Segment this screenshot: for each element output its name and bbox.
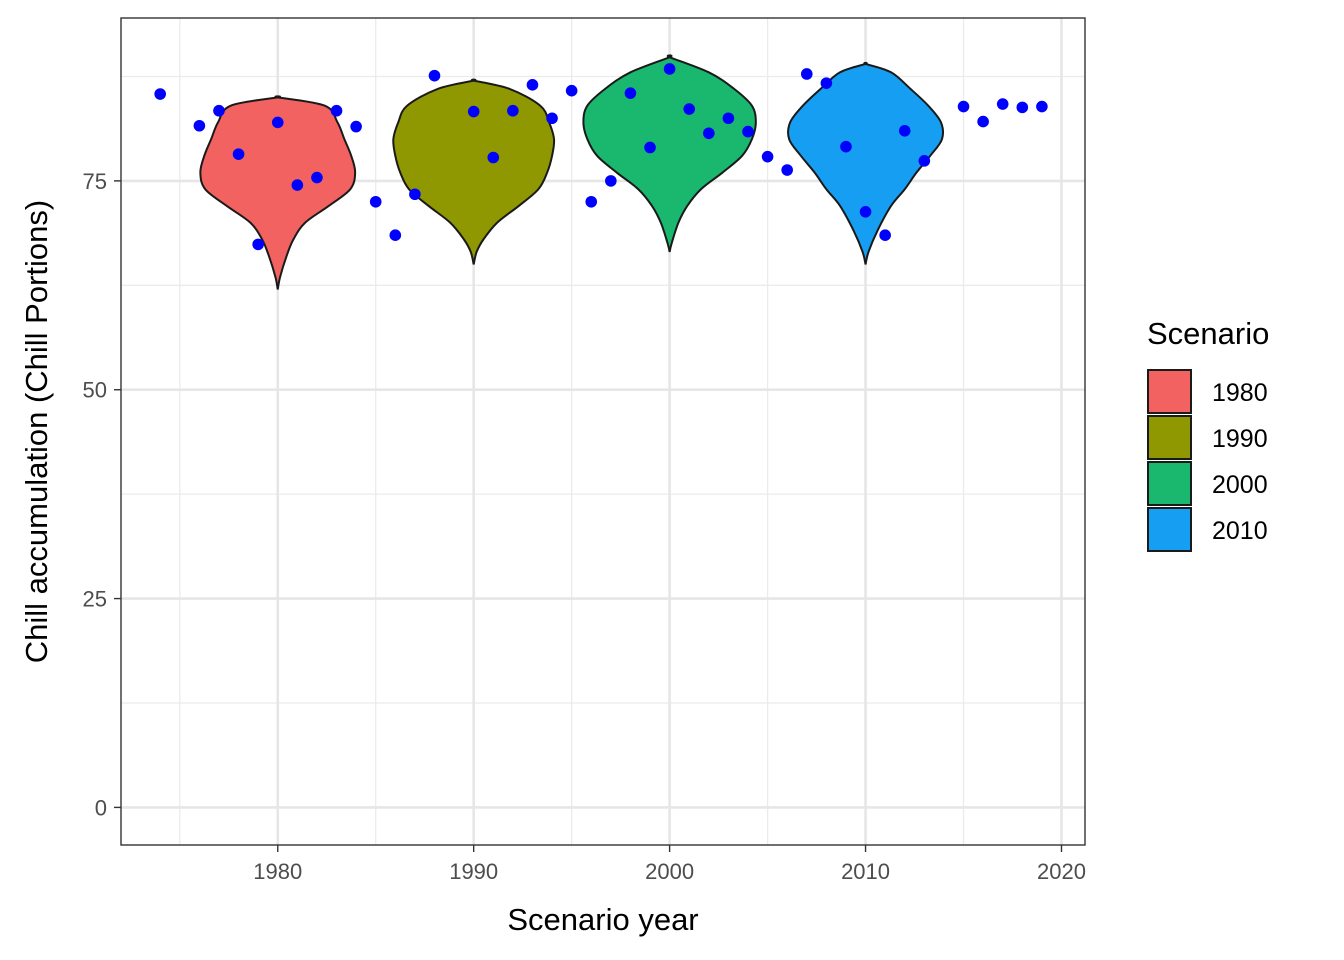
data-point [996, 98, 1009, 110]
data-point [193, 119, 206, 132]
data-point [311, 171, 323, 184]
y-tick-label: 0 [95, 795, 107, 820]
violins [199, 54, 945, 290]
legend: Scenario 1980 1990 2000 2010 [1147, 316, 1269, 552]
data-point [291, 179, 304, 191]
data-point [565, 84, 578, 97]
data-point [585, 195, 598, 208]
legend-label: 1990 [1212, 425, 1268, 453]
data-point [154, 88, 166, 100]
data-point [859, 206, 872, 218]
x-tick-label: 2020 [1037, 859, 1086, 884]
data-point [898, 124, 911, 137]
data-point [742, 125, 754, 138]
panel-border [120, 17, 1086, 846]
legend-title: Scenario [1147, 316, 1269, 351]
legend-label: 1980 [1212, 379, 1268, 407]
legend-swatch [1147, 507, 1192, 552]
data-point [761, 150, 774, 163]
y-tick-label: 75 [83, 169, 107, 194]
x-tick-label: 2000 [645, 859, 694, 884]
data-point [1016, 101, 1029, 114]
data-point [350, 120, 362, 133]
data-point [800, 68, 813, 80]
data-point [389, 229, 402, 241]
legend-swatch [1147, 369, 1192, 414]
data-point [526, 79, 539, 91]
data-point [644, 141, 656, 154]
violin-1980 [199, 95, 357, 290]
violin-2000 [582, 54, 757, 253]
legend-label: 2010 [1212, 517, 1268, 545]
panel [120, 17, 1086, 846]
data-point [605, 175, 617, 187]
data-point [330, 104, 343, 117]
data-point [252, 238, 264, 251]
data-point [213, 104, 225, 117]
data-point [428, 69, 441, 82]
y-tick-label: 25 [83, 587, 107, 612]
data-point [487, 151, 500, 164]
data-point [722, 112, 735, 125]
x-tick-label: 1990 [449, 859, 498, 884]
data-point [840, 140, 852, 153]
x-axis-title: Scenario year [507, 902, 698, 937]
data-point [624, 87, 637, 99]
data-point [918, 155, 931, 167]
x-tick-label: 2010 [841, 859, 890, 884]
x-axis: 1980 1990 2000 2010 2020 [253, 845, 1086, 884]
violin-2010 [787, 61, 945, 265]
data-point [507, 104, 519, 117]
data-point [957, 100, 970, 113]
legend-label: 2000 [1212, 471, 1268, 499]
legend-swatch [1147, 415, 1192, 460]
x-tick-label: 1980 [253, 859, 302, 884]
data-point [369, 195, 382, 208]
data-point [820, 77, 833, 89]
data-point [546, 112, 558, 125]
y-axis: 0 25 50 75 [83, 169, 121, 820]
data-point [663, 63, 676, 75]
y-axis-title: Chill accumulation (Chill Portions) [19, 200, 54, 663]
data-point [977, 115, 989, 128]
violin-1990 [392, 78, 556, 265]
data-point [409, 188, 421, 201]
data-point [703, 127, 715, 140]
data-point [879, 229, 891, 241]
data-point [1036, 100, 1048, 113]
legend-items: 1980 1990 2000 2010 [1147, 369, 1268, 552]
legend-swatch [1147, 461, 1192, 506]
data-point [271, 116, 284, 129]
data-points [154, 63, 1048, 251]
data-point [467, 105, 480, 118]
data-point [781, 164, 793, 176]
data-point [683, 103, 696, 115]
data-point [232, 148, 245, 160]
y-tick-label: 50 [83, 378, 107, 403]
